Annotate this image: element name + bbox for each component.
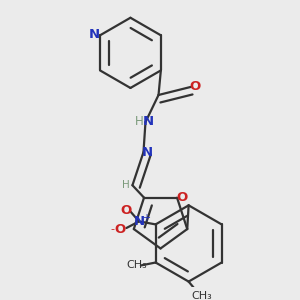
Text: O: O bbox=[176, 190, 188, 204]
Text: CH₃: CH₃ bbox=[126, 260, 147, 271]
Text: CH₃: CH₃ bbox=[191, 291, 212, 300]
Text: O: O bbox=[190, 80, 201, 94]
Text: N: N bbox=[134, 215, 145, 228]
Text: -: - bbox=[111, 224, 115, 234]
Text: O: O bbox=[121, 204, 132, 217]
Text: +: + bbox=[142, 213, 150, 223]
Text: O: O bbox=[115, 223, 126, 236]
Text: N: N bbox=[143, 115, 154, 128]
Text: H: H bbox=[134, 115, 143, 128]
Text: H: H bbox=[122, 180, 130, 190]
Text: N: N bbox=[89, 28, 100, 41]
Text: N: N bbox=[142, 146, 153, 159]
